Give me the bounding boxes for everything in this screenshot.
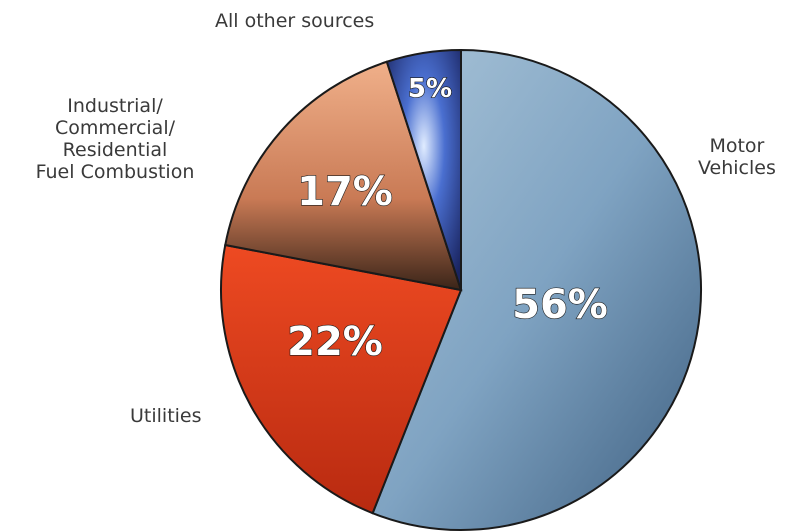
slice-value-label-all-other-sources: 5%	[408, 74, 452, 104]
pie-slice-utilities	[220, 243, 463, 515]
slice-value-label-industrial-commercial-residential: 17%	[297, 169, 393, 215]
slice-label-industrial-commercial-residential: Industrial/ Commercial/ Residential Fuel…	[35, 95, 195, 183]
pie-slice-all-other-sources	[385, 48, 462, 291]
slice-label-utilities: Utilities	[130, 405, 202, 427]
slice-value-label-utilities: 22%	[287, 319, 383, 365]
pie-slice-industrial-commercial-residential	[224, 60, 463, 292]
slice-value-label-motor-vehicles: 56%	[512, 282, 608, 328]
slice-label-all-other-sources: All other sources	[215, 10, 375, 32]
slice-label-motor-vehicles: Motor Vehicles	[698, 135, 776, 179]
pie-slice-motor-vehicles	[371, 48, 702, 531]
